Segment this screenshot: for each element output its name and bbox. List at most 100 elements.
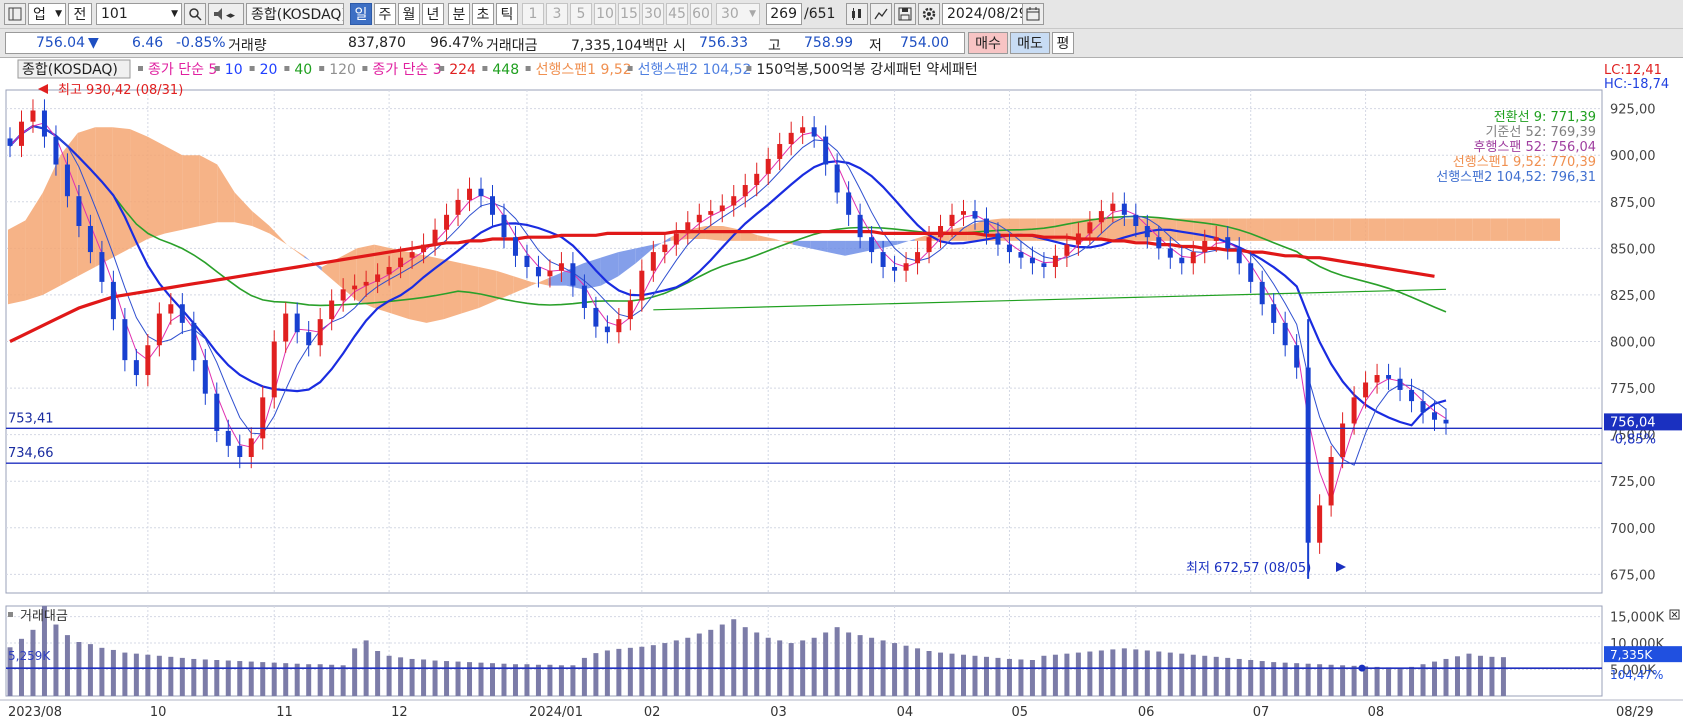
page-current[interactable]: 269 [766,3,802,25]
minute-option-15[interactable]: 15 [618,3,640,25]
tab-day[interactable]: 일 [350,3,372,25]
lc-label: LC:12,41 [1604,63,1662,78]
volume-bar [983,656,989,696]
y-tick-label: 800,00 [1610,336,1656,351]
code-input[interactable]: 101 ▼ [96,3,182,25]
candle-body [1041,263,1047,267]
x-tick-label: 02 [644,705,661,720]
support-lines [6,427,1602,464]
tab-month[interactable]: 월 [398,3,420,25]
sell-button[interactable]: 매도 [1010,32,1050,54]
candle-body [800,127,806,133]
minute-option-45[interactable]: 45 [666,3,688,25]
volume-bar [1087,651,1093,696]
panel-layout-icon[interactable] [4,3,26,25]
volume-bar [64,635,70,696]
minute-option-5[interactable]: 5 [570,3,592,25]
candle-body [857,214,863,238]
quote-summary: 756.04 ▼ 6.46 -0.85% 거래량 837,870 96.47% … [5,32,965,54]
minute-option-3[interactable]: 3 [546,3,568,25]
indicator-icon[interactable] [846,3,868,25]
market-select[interactable]: 업 ▼ [28,3,66,25]
ichimoku-label: 후행스팬 52: 756,04 [1473,139,1596,155]
speaker-icon[interactable]: ◂▸ [208,3,244,25]
candle-body [754,173,760,186]
candle-body [398,257,404,267]
volume-bar [892,643,898,696]
volume-bar [627,647,633,696]
page-current-value: 269 [770,6,797,22]
tab-minute[interactable]: 분 [448,3,470,25]
legend-bullet [362,66,368,71]
calendar-icon[interactable] [1022,3,1044,25]
x-tick-label: 10 [150,705,167,720]
price-chart[interactable]: 925,00 900,00 875,00 850,00 825,00 800,00 775,… [0,58,1683,721]
draw-tool-icon[interactable] [870,3,892,25]
volume-bar [214,660,220,696]
legend-item: 224 [449,62,476,78]
cloud-segment [1507,218,1526,241]
candle-body [444,214,450,230]
candle-body [1075,233,1081,245]
legend-bullet [627,66,633,71]
tab-week[interactable]: 주 [374,3,396,25]
candle-body [949,214,955,226]
candle-body [1121,203,1127,215]
candle-body [1409,389,1415,402]
candle-body [926,237,932,253]
minute-custom-select[interactable]: 30 ▼ [716,3,760,25]
minute-custom-value: 30 [721,6,739,22]
ma224-line [9,230,1435,343]
cloud-segment [234,192,253,226]
volume-bar [225,660,231,696]
buy-button[interactable]: 매수 [968,32,1008,54]
volume-bar [754,632,760,696]
amount-value: 7,335,104백만 [571,38,669,54]
volume-bar [696,633,702,696]
legend-item: 150억봉,500억봉 강세패턴 약세패턴 [756,62,977,78]
price-change: 6.46 [132,35,164,51]
candle-body [1213,237,1219,241]
prev-code-button[interactable]: 전 [68,3,92,25]
candle-body [18,121,24,146]
save-icon[interactable] [894,3,916,25]
candle-body [811,127,817,137]
tab-tick[interactable]: 틱 [496,3,518,25]
search-icon[interactable] [184,3,206,25]
ma448-line [653,288,1447,311]
volume-bar [524,664,530,696]
minute-option-30[interactable]: 30 [642,3,664,25]
tab-year[interactable]: 년 [422,3,444,25]
volume-bar [1454,656,1460,696]
volume-bar [719,624,725,696]
minute-option-1[interactable]: 1 [522,3,544,25]
tab-second[interactable]: 초 [472,3,494,25]
legend-title-box [17,59,131,79]
volume-bar [409,658,415,696]
code-value: 101 [101,6,128,22]
volume-bar [1271,662,1277,696]
minute-option-60[interactable]: 60 [690,3,712,25]
tab-month-label: 월 [402,7,416,23]
candle-body [306,332,312,346]
cloud-segment [130,129,148,249]
candle-body [1202,240,1208,253]
cloud-segment [199,155,218,226]
candle-body [421,244,427,253]
volume-bar [1317,664,1323,696]
candle-body [627,300,633,320]
volume-bar [857,635,863,696]
gear-icon[interactable] [918,3,940,25]
date-input[interactable]: 2024/08/29 [942,3,1030,25]
candle-body [283,313,289,342]
candle-body [168,304,174,314]
open-value: 756.33 [699,35,748,51]
chart-labels: 753,41 734,66 5,259K 756,04 -0,85% 7,335K 104,… [8,59,1682,682]
candle-body [329,300,335,320]
avg-button[interactable]: 평 [1052,32,1074,54]
cloud-segment [897,239,915,245]
minute-option-10[interactable]: 10 [594,3,616,25]
volume-bar [1386,667,1392,696]
volume-bar [1121,648,1127,696]
volume-avg-label: 5,259K [8,649,51,663]
